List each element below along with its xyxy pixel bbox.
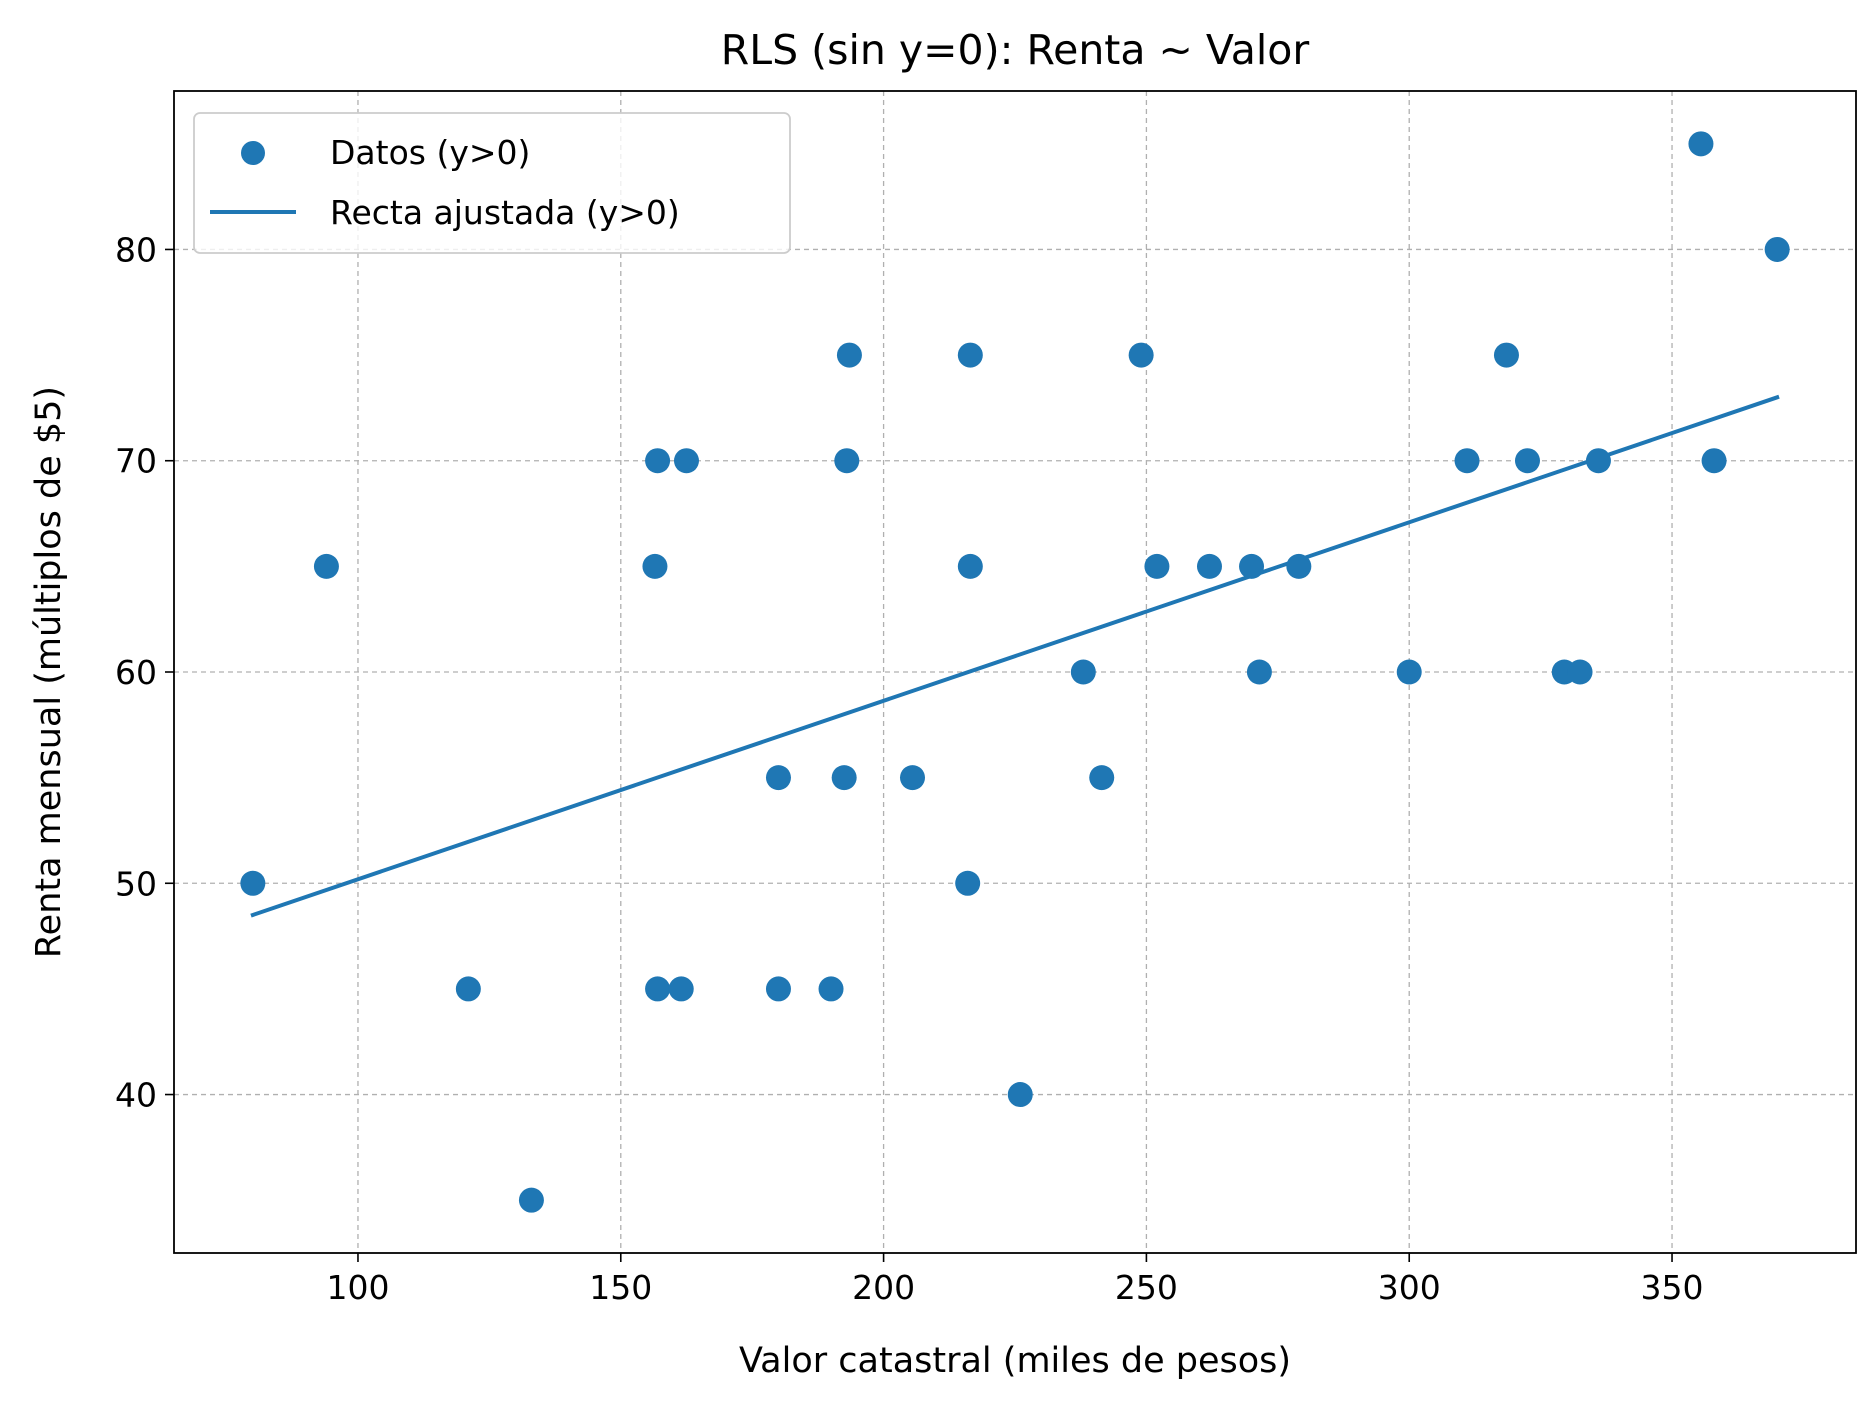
scatter-point	[1007, 1082, 1033, 1108]
axis-ticks: 100 150 200 250 300 350 40 50 60 70 80	[115, 230, 1704, 1307]
scatter-point	[1144, 553, 1170, 579]
scatter-point	[1688, 131, 1714, 157]
scatter-point	[642, 553, 668, 579]
chart-title: RLS (sin y=0): Renta ~ Valor	[721, 26, 1310, 74]
scatter-point	[1454, 448, 1480, 474]
y-tick-label: 50	[115, 864, 157, 903]
scatter-point	[313, 553, 339, 579]
scatter-point	[765, 976, 791, 1002]
x-tick-label: 100	[326, 1268, 389, 1307]
scatter-points-layer	[240, 131, 1790, 1213]
scatter-point	[1196, 553, 1222, 579]
scatter-point	[1070, 659, 1096, 685]
scatter-point	[1514, 448, 1540, 474]
scatter-point	[645, 976, 671, 1002]
scatter-point	[834, 448, 860, 474]
scatter-point	[455, 976, 481, 1002]
scatter-point	[1493, 342, 1519, 368]
scatter-point	[955, 870, 981, 896]
x-tick-label: 250	[1115, 1268, 1178, 1307]
scatter-point	[1089, 765, 1115, 791]
y-axis-label: Renta mensual (múltiplos de $5)	[29, 386, 69, 958]
scatter-point	[1128, 342, 1154, 368]
scatter-point	[957, 342, 983, 368]
x-axis-label: Valor catastral (miles de pesos)	[739, 1341, 1291, 1381]
scatter-point	[240, 870, 266, 896]
scatter-point	[668, 976, 694, 1002]
y-tick-label: 70	[115, 442, 157, 481]
y-tick-label: 60	[115, 653, 157, 692]
scatter-point	[1396, 659, 1422, 685]
legend-label-datos: Datos (y>0)	[330, 133, 530, 172]
scatter-point	[1764, 236, 1790, 262]
scatter-point	[1567, 659, 1593, 685]
scatter-point	[765, 765, 791, 791]
scatter-point	[1246, 659, 1272, 685]
scatter-point	[818, 976, 844, 1002]
scatter-point	[673, 448, 699, 474]
scatter-point	[831, 765, 857, 791]
scatter-point	[518, 1187, 544, 1213]
scatter-point	[1701, 448, 1727, 474]
scatter-point	[1286, 553, 1312, 579]
scatter-point	[836, 342, 862, 368]
legend-label-recta: Recta ajustada (y>0)	[330, 193, 680, 232]
x-tick-label: 350	[1641, 1268, 1704, 1307]
x-tick-label: 300	[1378, 1268, 1441, 1307]
fit-line	[250, 394, 1780, 918]
scatter-point	[1585, 448, 1611, 474]
x-tick-label: 150	[589, 1268, 652, 1307]
scatter-point	[1239, 553, 1265, 579]
fit-line-layer	[250, 394, 1780, 918]
y-tick-label: 40	[115, 1076, 157, 1115]
scatter-point	[957, 553, 983, 579]
y-tick-label: 80	[115, 230, 157, 269]
legend: Datos (y>0) Recta ajustada (y>0)	[193, 112, 791, 254]
x-tick-label: 200	[852, 1268, 915, 1307]
legend-box	[193, 112, 791, 254]
scatter-point	[900, 765, 926, 791]
scatter-point	[645, 448, 671, 474]
legend-scatter-marker	[241, 141, 265, 165]
